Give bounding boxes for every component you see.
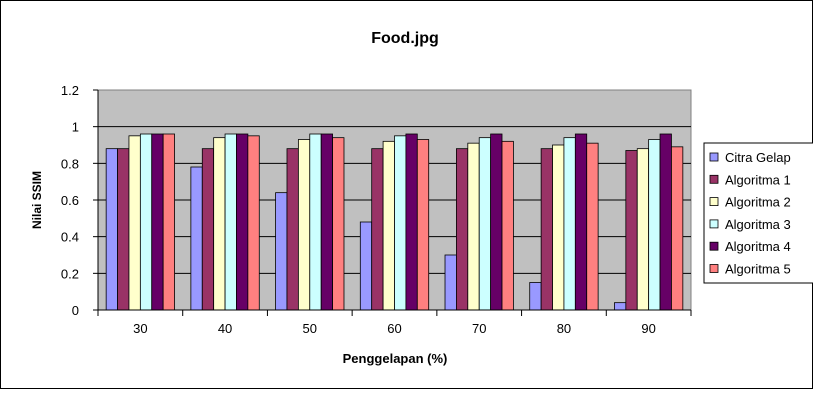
legend-swatch <box>709 219 719 229</box>
x-tick-label: 50 <box>303 321 317 336</box>
legend: Citra Gelap Algoritma 1 Algoritma 2 Algorit… <box>703 142 813 284</box>
bar <box>671 146 684 311</box>
bar <box>394 135 407 311</box>
bar <box>224 133 237 311</box>
x-tick-label: 30 <box>133 321 147 336</box>
legend-label: Algoritma 5 <box>725 262 791 277</box>
bar <box>201 148 215 311</box>
y-axis-label: Nilai SSIM <box>30 171 44 229</box>
x-tick-label: 80 <box>557 321 571 336</box>
bar <box>501 140 514 311</box>
bar <box>614 302 627 311</box>
legend-swatch <box>709 197 719 207</box>
bar <box>574 133 588 311</box>
bar <box>286 148 299 311</box>
legend-swatch <box>709 174 719 184</box>
x-tick-label: 70 <box>472 321 486 336</box>
y-tick-label: 0 <box>72 303 79 318</box>
bar <box>297 139 311 311</box>
bar <box>213 137 226 311</box>
bar <box>648 139 661 311</box>
bar <box>540 148 553 311</box>
legend-box <box>703 142 813 284</box>
bar <box>162 133 175 311</box>
y-tick-label: 1.2 <box>61 83 79 98</box>
bar <box>371 148 384 311</box>
y-tick-label: 0.2 <box>61 266 79 281</box>
axes: 0 0.2 0.4 0.6 0.8 1 1.2 30 40 50 60 70 80 90 <box>61 83 692 336</box>
bar <box>467 142 480 311</box>
legend-swatch <box>709 241 719 251</box>
bar <box>247 135 260 311</box>
legend-label: Algoritma 1 <box>725 172 791 187</box>
bar <box>190 166 203 311</box>
bar <box>478 137 492 311</box>
bar <box>382 140 395 311</box>
y-tick-label: 0.6 <box>61 193 79 208</box>
bar <box>552 144 565 311</box>
x-tick-label: 40 <box>218 321 232 336</box>
bar <box>490 133 503 311</box>
legend-label: Citra Gelap <box>725 150 791 165</box>
bar <box>529 282 542 311</box>
bar <box>563 137 576 311</box>
bar <box>636 148 650 311</box>
x-tick-label: 90 <box>641 321 655 336</box>
y-tick-label: 0.4 <box>61 230 79 245</box>
bar <box>405 133 418 311</box>
bar <box>444 254 457 311</box>
bar <box>659 133 672 311</box>
bars <box>105 133 684 311</box>
y-tick-label: 1 <box>72 120 79 135</box>
bar <box>332 137 345 311</box>
bar <box>151 133 164 311</box>
chart-title: Food.jpg <box>371 30 439 47</box>
legend-swatch <box>709 152 719 162</box>
legend-swatch <box>709 264 719 273</box>
bar <box>236 133 249 311</box>
bar <box>359 221 373 311</box>
bar <box>320 133 333 311</box>
y-tick-label: 0.8 <box>61 156 79 171</box>
legend-label: Algoritma 3 <box>725 217 791 232</box>
bar <box>105 148 118 311</box>
x-axis-label: Penggelapan (%) <box>343 351 448 366</box>
bar <box>275 192 288 311</box>
bar <box>625 150 638 311</box>
bar <box>139 133 153 311</box>
x-tick-label: 60 <box>387 321 401 336</box>
bar <box>117 148 130 311</box>
bar <box>128 135 141 311</box>
bar <box>416 139 430 311</box>
legend-label: Algoritma 4 <box>725 239 791 254</box>
bar <box>456 148 469 311</box>
bar <box>309 133 322 311</box>
bar <box>586 142 599 311</box>
legend-label: Algoritma 2 <box>725 195 791 210</box>
